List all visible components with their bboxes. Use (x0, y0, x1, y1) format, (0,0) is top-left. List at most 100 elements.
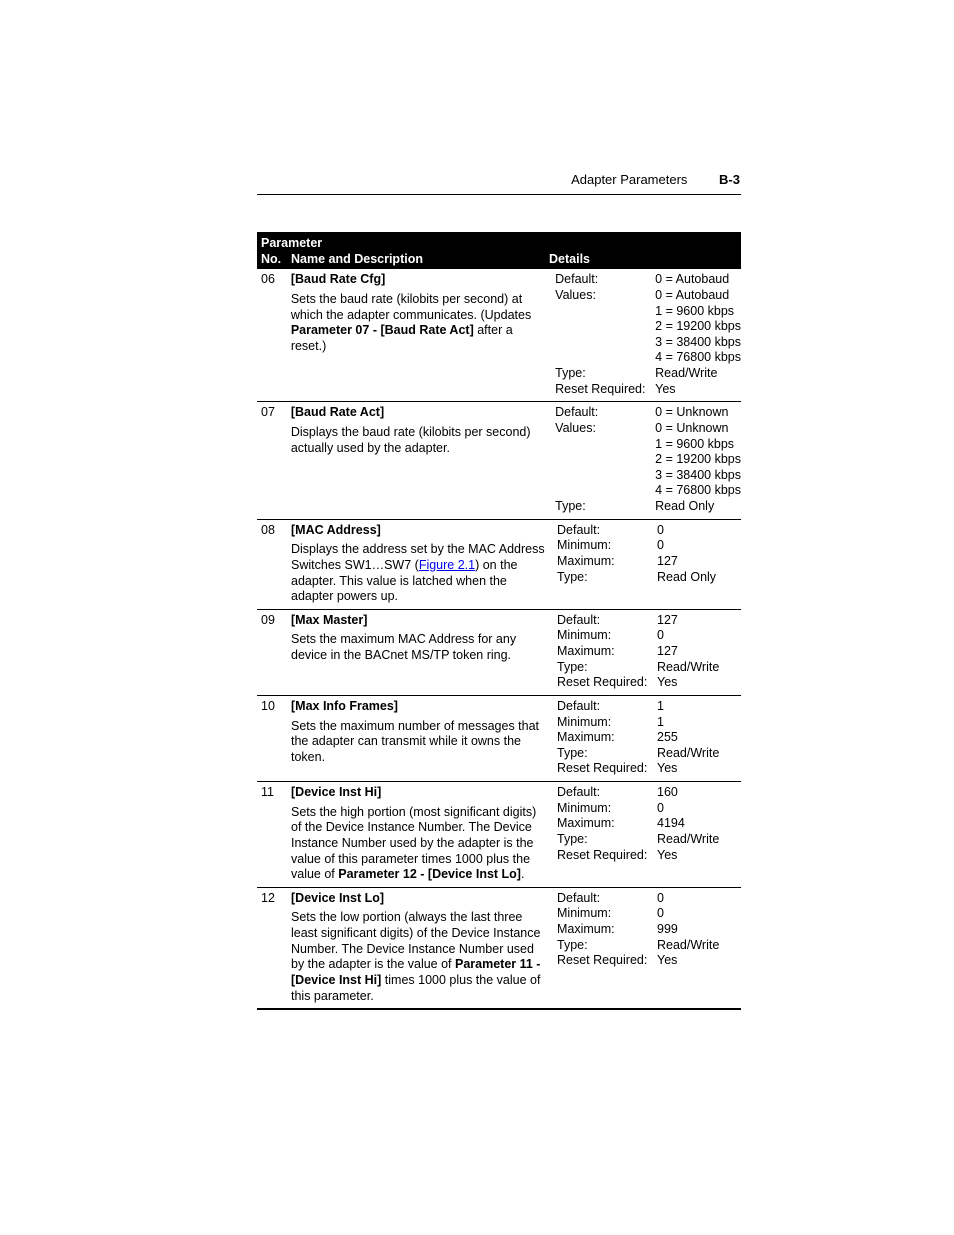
header-col-details: Details (549, 252, 649, 268)
header-col-name: Name and Description (291, 252, 549, 268)
detail-label (555, 483, 655, 499)
detail-values: 0 = Autobaud0 = Autobaud1 = 9600 kbps2 =… (655, 272, 741, 397)
detail-values: 00127Read Only (657, 523, 741, 605)
param-number: 06 (257, 272, 291, 397)
detail-value: 127 (657, 644, 741, 660)
detail-value: 4 = 76800 kbps (655, 483, 741, 499)
detail-value: 255 (657, 730, 741, 746)
detail-labels: Default:Values: Type: (555, 405, 655, 514)
param-name-cell: [Baud Rate Act]Displays the baud rate (k… (291, 405, 555, 514)
param-number: 08 (257, 523, 291, 605)
param-description: Sets the maximum MAC Address for any dev… (291, 632, 549, 663)
detail-value: 1 (657, 699, 741, 715)
detail-value: 0 = Unknown (655, 421, 741, 437)
detail-label: Minimum: (557, 906, 657, 922)
param-name-cell: [Device Inst Hi]Sets the high portion (m… (291, 785, 557, 883)
detail-label: Type: (557, 660, 657, 676)
detail-label: Values: (555, 288, 655, 304)
detail-label: Type: (557, 746, 657, 762)
param-title: [Baud Rate Cfg] (291, 272, 547, 288)
table-row: 07[Baud Rate Act]Displays the baud rate … (257, 402, 741, 519)
detail-label: Minimum: (557, 715, 657, 731)
param-details: Default:Values: Type:0 = Unknown0 = Unkn… (555, 405, 741, 514)
detail-label: Reset Required: (557, 675, 657, 691)
detail-value: 999 (657, 922, 741, 938)
table-body: 06[Baud Rate Cfg] Sets the baud rate (kil… (257, 269, 741, 1010)
detail-value: Yes (657, 848, 741, 864)
detail-values: 11255Read/WriteYes (657, 699, 741, 777)
detail-label: Minimum: (557, 538, 657, 554)
detail-label (555, 437, 655, 453)
parameter-table: Parameter No. Name and Description Detai… (257, 232, 741, 1010)
detail-label: Reset Required: (557, 953, 657, 969)
param-title: [Max Master] (291, 613, 549, 629)
detail-value: Read/Write (657, 660, 741, 676)
param-name-cell: [MAC Address]Displays the address set by… (291, 523, 557, 605)
desc-text: . (521, 867, 524, 881)
param-details: Default:Minimum:Maximum:Type:00127Read O… (557, 523, 741, 605)
param-details: Default:Minimum:Maximum:Type:Reset Requi… (557, 785, 741, 883)
param-title: [Device Inst Hi] (291, 785, 549, 801)
detail-value: 1 = 9600 kbps (655, 437, 741, 453)
table-row: 11[Device Inst Hi]Sets the high portion … (257, 782, 741, 888)
detail-value: Read Only (657, 570, 741, 586)
param-details: Default:Minimum:Maximum:Type:Reset Requi… (557, 699, 741, 777)
header-group: Parameter (257, 234, 741, 252)
param-description: Sets the maximum number of messages that… (291, 719, 549, 766)
detail-value: 0 = Unknown (655, 405, 741, 421)
detail-label: Maximum: (557, 816, 657, 832)
detail-value: 0 (657, 906, 741, 922)
param-name-cell: [Device Inst Lo]Sets the low portion (al… (291, 891, 557, 1004)
detail-values: 16004194Read/WriteYes (657, 785, 741, 883)
detail-value: 0 (657, 891, 741, 907)
detail-label: Reset Required: (557, 761, 657, 777)
detail-label: Default: (557, 613, 657, 629)
detail-values: 00999Read/WriteYes (657, 891, 741, 1004)
table-row: 10[Max Info Frames]Sets the maximum numb… (257, 696, 741, 782)
desc-bold: Parameter 12 - [Device Inst Lo] (338, 867, 521, 881)
detail-labels: Default:Minimum:Maximum:Type:Reset Requi… (557, 891, 657, 1004)
detail-value: Read/Write (657, 832, 741, 848)
param-description: Sets the baud rate (kilobits per second)… (291, 292, 547, 355)
detail-label (555, 350, 655, 366)
detail-labels: Default:Minimum:Maximum:Type:Reset Requi… (557, 613, 657, 691)
detail-label: Maximum: (557, 554, 657, 570)
param-number: 10 (257, 699, 291, 777)
detail-label: Type: (555, 499, 655, 515)
param-description: Displays the baud rate (kilobits per sec… (291, 425, 547, 456)
detail-label (555, 452, 655, 468)
desc-text: Displays the baud rate (kilobits per sec… (291, 425, 531, 455)
detail-value: 160 (657, 785, 741, 801)
detail-value: Yes (657, 953, 741, 969)
detail-value: 127 (657, 613, 741, 629)
detail-labels: Default:Minimum:Maximum:Type:Reset Requi… (557, 785, 657, 883)
detail-labels: Default:Values: Type:Reset Required: (555, 272, 655, 397)
detail-label: Type: (557, 832, 657, 848)
detail-label (555, 335, 655, 351)
detail-label (555, 304, 655, 320)
detail-label: Default: (557, 891, 657, 907)
detail-value: 0 = Autobaud (655, 288, 741, 304)
detail-value: 3 = 38400 kbps (655, 335, 741, 351)
detail-values: 1270127Read/WriteYes (657, 613, 741, 691)
detail-label: Reset Required: (557, 848, 657, 864)
param-name-cell: [Max Info Frames]Sets the maximum number… (291, 699, 557, 777)
desc-text: Sets the maximum MAC Address for any dev… (291, 632, 516, 662)
table-row: 09[Max Master]Sets the maximum MAC Addre… (257, 610, 741, 696)
param-title: [MAC Address] (291, 523, 549, 539)
param-title: [Device Inst Lo] (291, 891, 549, 907)
detail-value: 2 = 19200 kbps (655, 319, 741, 335)
figure-link[interactable]: Figure 2.1 (419, 558, 475, 572)
detail-label: Type: (557, 938, 657, 954)
detail-values: 0 = Unknown0 = Unknown1 = 9600 kbps2 = 1… (655, 405, 741, 514)
header-title: Adapter Parameters (571, 172, 687, 187)
table-header: Parameter No. Name and Description Detai… (257, 234, 741, 269)
detail-label: Maximum: (557, 644, 657, 660)
detail-value: 0 (657, 628, 741, 644)
detail-value: 0 (657, 523, 741, 539)
param-name-cell: [Max Master] Sets the maximum MAC Address… (291, 613, 557, 691)
detail-value: 1 (657, 715, 741, 731)
param-details: Default:Values: Type:Reset Required:0 = … (555, 272, 741, 397)
detail-labels: Default:Minimum:Maximum:Type: (557, 523, 657, 605)
detail-label: Default: (555, 272, 655, 288)
